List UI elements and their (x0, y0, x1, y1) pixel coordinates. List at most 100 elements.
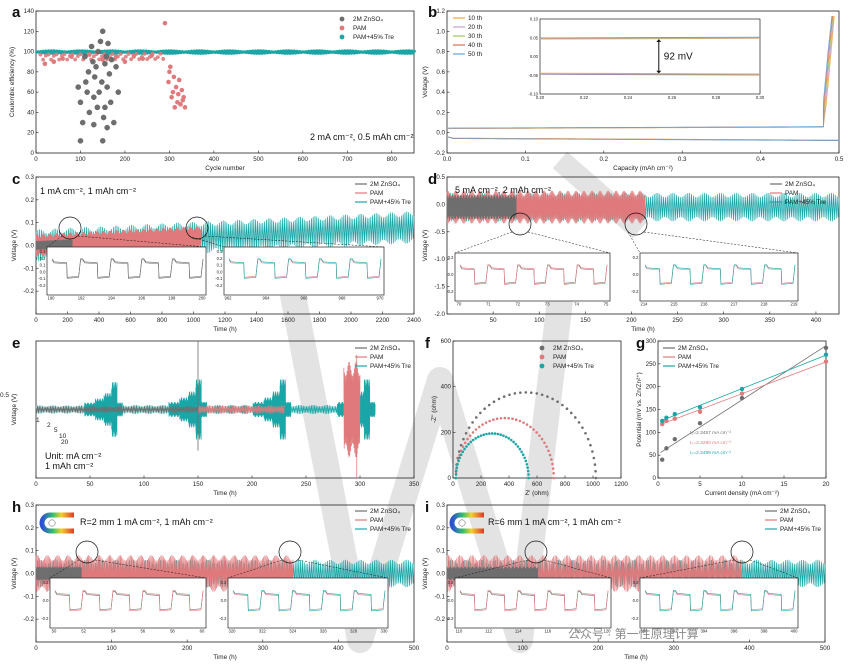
legend-marker (539, 354, 545, 360)
nyquist-point (479, 411, 482, 415)
nyquist-point (593, 463, 597, 466)
condition-label: R=2 mm 1 mA cm⁻², 1 mAh cm⁻² (80, 517, 213, 527)
inset-x-tick: 398 (761, 629, 769, 634)
y-tick-label: 0.1 (436, 548, 445, 555)
rate-label: 0.5 (0, 392, 9, 399)
x-tick-label: 0 (34, 156, 38, 163)
nyquist-point (551, 462, 554, 466)
nyquist-point (471, 438, 475, 442)
legend-label: PAM (780, 517, 793, 524)
zoom-connector (749, 559, 799, 579)
inset-y-tick: -0.2 (219, 616, 227, 621)
nyquist-point (476, 435, 480, 439)
data-point-tre (401, 49, 406, 53)
nyquist-point (477, 425, 481, 429)
data-point-pam (131, 53, 137, 58)
inset-y-tick: 0.0 (217, 269, 223, 274)
y-tick-label: 0.0 (436, 571, 445, 578)
nyquist-point (594, 476, 598, 480)
rate-label: 5 (54, 427, 58, 434)
data-point-tre (316, 51, 320, 55)
data-point-znso4 (77, 138, 84, 144)
inset-x-tick: 194 (108, 296, 116, 301)
nyquist-point (487, 403, 491, 407)
data-point-tre (105, 49, 109, 53)
series-band (103, 393, 112, 426)
legend-marker (539, 363, 545, 369)
data-point-pam (137, 57, 142, 62)
exchange-current-label: I₀=2.3280 mA cm⁻² (690, 440, 731, 446)
y-tick-label: -0.2 (434, 616, 445, 623)
legend-label: PAM+45% Tre (370, 199, 411, 206)
x-tick-label: 500 (253, 156, 264, 163)
nyquist-point (462, 437, 465, 441)
x-tick-label: 200 (593, 645, 604, 652)
legend-marker (339, 25, 345, 31)
magnet-icon (449, 512, 484, 534)
inset-x-tick: 73 (545, 302, 550, 307)
inset-y-tick: 0.1 (217, 263, 223, 268)
x-tick-label: 0.3 (678, 156, 687, 163)
x-tick-label: 1000 (187, 317, 201, 324)
inset-x-tick: 400 (791, 629, 799, 634)
inset-x-tick: 324 (289, 629, 297, 634)
nyquist-point (475, 416, 478, 419)
data-point-pam (38, 52, 43, 57)
nyquist-point (479, 434, 483, 437)
inset-y-tick: 0.2 (633, 580, 639, 585)
x-tick-label: 300 (719, 317, 730, 324)
data-point (739, 395, 745, 401)
nyquist-point (495, 417, 499, 421)
x-axis-label: Time (h) (213, 326, 237, 333)
y-axis-label: Voltage (V) (422, 558, 429, 590)
y-tick-label: -1.0 (434, 256, 445, 263)
inset-trace (459, 264, 608, 285)
zoom-connector (49, 559, 80, 579)
data-point-pam (113, 54, 119, 59)
x-tick-label: 2200 (376, 317, 390, 324)
y-tick-label: -1.5 (434, 284, 445, 291)
data-point-pam (162, 20, 168, 26)
series-band (116, 402, 123, 417)
data-point-tre (376, 49, 380, 53)
nyquist-point (483, 407, 486, 411)
x-tick-label: 350 (765, 317, 776, 324)
x-tick-label: 800 (560, 481, 571, 488)
nyquist-point (509, 438, 513, 442)
nyquist-point (521, 453, 525, 457)
plot-frame (35, 340, 415, 479)
zoom-circle (508, 212, 532, 236)
nyquist-point (490, 432, 494, 435)
inset-x-tick: 214 (641, 302, 649, 307)
inset-trace (459, 590, 609, 612)
nyquist-point (502, 434, 505, 437)
nyquist-point (591, 450, 594, 453)
data-point-pam (145, 57, 150, 61)
data-point-tre (317, 49, 322, 53)
inset-y-tick: 0.0 (633, 272, 639, 277)
data-point-pam (169, 94, 174, 100)
legend-label: 2M ZnSO₄ (370, 508, 400, 515)
zoom-connector (46, 235, 63, 248)
data-point-tre (407, 49, 411, 53)
x-tick-label: 200 (182, 645, 193, 652)
arrow-head (656, 70, 662, 74)
data-point-tre (169, 49, 174, 53)
data-point-tre (375, 51, 379, 55)
series-band (35, 239, 73, 250)
legend-marker (339, 16, 345, 22)
data-point-tre (313, 51, 318, 55)
legend-label: PAM (553, 354, 566, 361)
inset-x-tick: 966 (301, 296, 309, 301)
x-tick-label: 100 (75, 156, 86, 163)
data-point-tre (288, 51, 292, 55)
zoom-connector (643, 231, 799, 254)
x-tick-label: 0.2 (599, 156, 608, 163)
nyquist-point (468, 434, 472, 437)
y-tick-label: 200 (646, 384, 657, 391)
magnet-center (458, 519, 466, 527)
nyquist-point (569, 411, 573, 415)
data-point-tre (404, 49, 408, 53)
y-tick-label: -0.1 (23, 593, 34, 600)
nyquist-point (459, 453, 463, 457)
